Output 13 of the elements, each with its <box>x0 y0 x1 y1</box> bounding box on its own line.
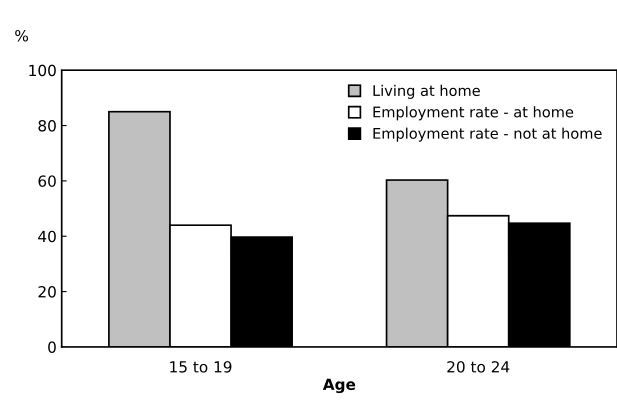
y-tick-label: 80 <box>38 120 56 132</box>
y-tick-label: 20 <box>38 286 56 298</box>
y-tick-label: 40 <box>38 230 56 242</box>
y-tick-label: 100 <box>29 64 56 76</box>
legend-label: Employment rate - at home <box>373 106 574 120</box>
y-axis-title: % <box>15 30 28 42</box>
y-tick-label: 60 <box>38 175 56 187</box>
x-tick-label: 20 to 24 <box>447 361 510 373</box>
legend-label: Employment rate - not at home <box>373 128 602 142</box>
x-axis-title: Age <box>322 378 356 394</box>
x-tick-label: 15 to 19 <box>170 361 232 373</box>
y-tick-label: 0 <box>48 341 56 353</box>
legend-label: Living at home <box>373 84 480 99</box>
